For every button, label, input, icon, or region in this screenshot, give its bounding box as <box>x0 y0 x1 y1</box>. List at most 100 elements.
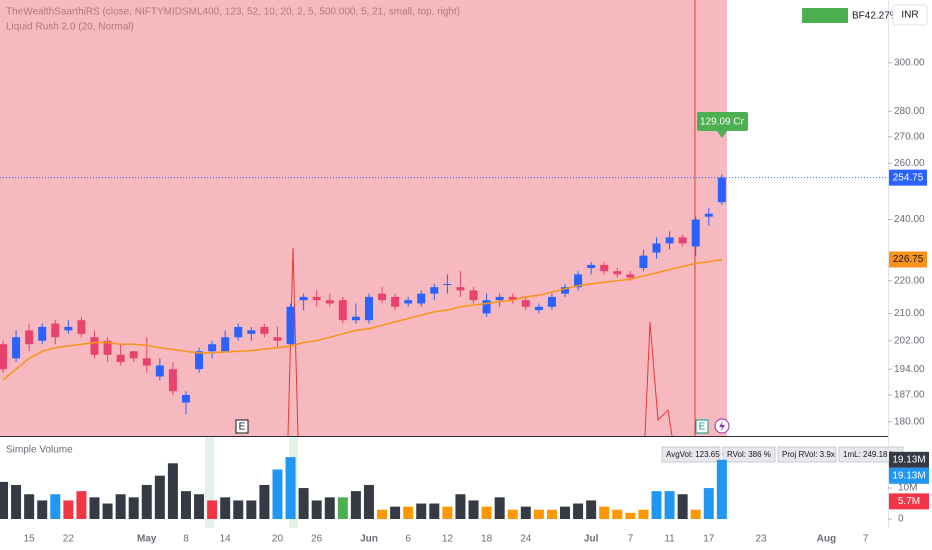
candle-body <box>64 326 73 331</box>
candle-body <box>12 337 21 359</box>
volume-bar <box>455 494 466 519</box>
spike <box>287 247 299 437</box>
candle-body <box>338 300 347 321</box>
candle-body <box>417 293 426 304</box>
volume-bar <box>520 506 531 519</box>
volume-bar <box>259 484 270 519</box>
currency-box[interactable] <box>892 4 928 26</box>
event-box[interactable] <box>695 419 709 434</box>
candle-body <box>508 296 517 301</box>
candle-body <box>325 300 334 304</box>
volume-bar <box>180 491 191 519</box>
candle-body <box>155 365 164 377</box>
price-tag-label: 254.75 <box>893 172 924 183</box>
info-text: RVol: 386 % <box>727 450 771 459</box>
volume-bar <box>63 500 74 519</box>
spike <box>644 321 673 437</box>
x-tick-label: 20 <box>272 534 284 545</box>
candle-body <box>482 300 491 314</box>
x-tick-label: 8 <box>183 534 189 545</box>
x-tick-label: Aug <box>817 534 836 545</box>
x-tick-label: Jun <box>360 534 378 545</box>
volume-bar <box>533 509 544 519</box>
volume-bar <box>494 497 505 519</box>
x-tick-label: 24 <box>520 534 532 545</box>
volume-bar <box>664 491 675 519</box>
candle-body <box>25 330 34 345</box>
candle-body <box>273 337 282 341</box>
volume-bar <box>429 503 440 519</box>
volume-tag <box>889 451 929 468</box>
y-tick-label: 210.00 <box>894 308 925 319</box>
volume-bar <box>194 494 205 519</box>
volume-bar <box>50 494 61 519</box>
candle-body <box>195 351 204 370</box>
candle-body <box>51 323 60 338</box>
candle-body <box>103 340 112 355</box>
y-tick-label: 187.00 <box>894 390 925 401</box>
currency[interactable]: INR <box>901 10 918 21</box>
y-tick-label: 280.00 <box>894 106 925 117</box>
volume-bar <box>690 509 701 519</box>
candle-body <box>312 296 321 301</box>
price-tag <box>889 169 927 186</box>
y-tick-label: 270.00 <box>894 131 925 142</box>
volume-bar <box>24 494 35 519</box>
candle-body <box>90 337 99 355</box>
candle-body <box>495 296 504 301</box>
candle-body <box>717 177 726 203</box>
volume-bar <box>586 500 597 519</box>
candle-body <box>639 255 648 269</box>
volume-bar <box>141 484 152 519</box>
y-tick-label: 202.00 <box>894 335 925 346</box>
y-tick-label: 260.00 <box>894 158 925 169</box>
x-tick-label: 22 <box>63 534 75 545</box>
annotation: 129.09 Cr <box>700 117 745 128</box>
x-tick-label: 6 <box>405 534 411 545</box>
event[interactable]: E <box>239 422 246 433</box>
y-tick-label: 300.00 <box>894 57 925 68</box>
badge: BF42.27% <box>852 11 899 22</box>
y-tick-label: 194.00 <box>894 364 925 375</box>
volume-tag <box>889 467 929 484</box>
candle-body <box>456 287 465 291</box>
x-tick-label: 18 <box>481 534 493 545</box>
volume-bar <box>76 491 87 519</box>
x-tick-label: 11 <box>664 534 675 545</box>
volume-bar <box>167 463 178 519</box>
y-tick-label: 10M <box>898 483 917 494</box>
candle-body <box>116 354 125 362</box>
volume-bar <box>37 500 48 519</box>
candle-body <box>547 296 556 307</box>
y-tick-label: 0 <box>898 514 904 525</box>
candle-body <box>561 287 570 294</box>
candle-body <box>181 394 190 403</box>
volume-bar <box>390 506 401 519</box>
candle-body <box>574 274 583 288</box>
candle-body <box>626 274 635 278</box>
volume-bar <box>11 484 22 519</box>
lightning <box>719 421 725 431</box>
event-box[interactable] <box>235 419 249 434</box>
volume-bar <box>220 497 231 519</box>
candle-body <box>234 326 243 338</box>
volume-bar <box>272 469 283 519</box>
event[interactable]: E <box>699 422 706 433</box>
info-box <box>661 446 721 463</box>
candle-body <box>77 320 86 334</box>
volume-title: Simple Volume <box>6 445 73 456</box>
annotation-pointer <box>717 131 727 138</box>
candle-body <box>691 219 700 247</box>
candle-body <box>430 287 439 294</box>
x-tick-label: 7 <box>863 534 869 545</box>
volume-tag-label: 19.13M <box>892 454 925 465</box>
candle-body <box>665 237 674 244</box>
x-tick-label: Jul <box>584 534 599 545</box>
info-text: Proj RVol: 3.9x <box>782 450 835 459</box>
ma-line <box>2 258 723 381</box>
signal-background <box>0 0 727 436</box>
candle-body <box>404 300 413 304</box>
volume-bar <box>677 494 688 519</box>
volume-bar <box>311 500 322 519</box>
